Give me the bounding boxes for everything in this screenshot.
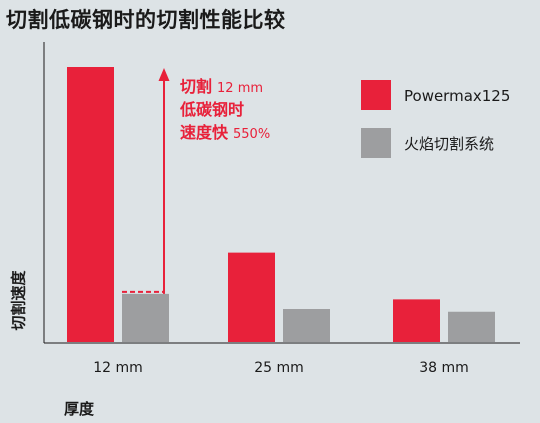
x-axis-label: 厚度 bbox=[64, 400, 95, 418]
x-tick-label: 12 mm bbox=[93, 360, 143, 376]
legend-swatch bbox=[361, 128, 391, 158]
bar-flame-1 bbox=[283, 309, 330, 342]
legend-swatch bbox=[361, 80, 391, 110]
bar-flame-2 bbox=[448, 311, 495, 342]
annotation-text-line-2: 低碳钢时 bbox=[179, 100, 244, 119]
chart-title: 切割低碳钢时的切割性能比较 bbox=[6, 8, 286, 32]
legend-label: 火焰切割系统 bbox=[404, 135, 494, 153]
annotation-text-line-3: 速度快 550% bbox=[180, 123, 270, 142]
bar-flame-0 bbox=[122, 293, 169, 342]
x-tick-label: 25 mm bbox=[254, 360, 304, 376]
bar-powermax-2 bbox=[393, 299, 440, 342]
annotation-text-line-1: 切割 12 mm bbox=[180, 77, 263, 96]
x-tick-label: 38 mm bbox=[419, 360, 469, 376]
legend-label: Powermax125 bbox=[404, 87, 510, 105]
bar-powermax-1 bbox=[228, 252, 275, 342]
annotation-arrow-head bbox=[158, 68, 170, 81]
bar-powermax-0 bbox=[67, 67, 114, 342]
